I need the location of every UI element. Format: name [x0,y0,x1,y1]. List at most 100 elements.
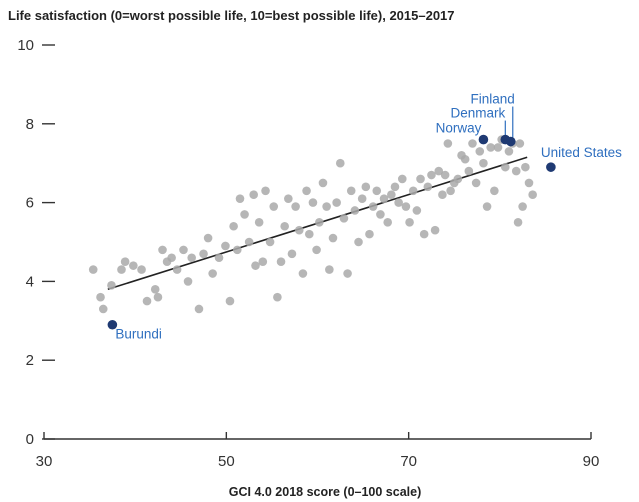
scatter-point [179,245,188,255]
scatter-point [486,143,496,152]
scatter-point [129,261,138,270]
scatter-point [304,229,314,239]
scatter-point [294,225,304,235]
scatter-point [354,237,363,247]
scatter-point [408,186,418,196]
scatter-point [427,170,436,180]
scatter-point [401,202,411,211]
scatter-point [98,304,108,314]
scatter-point [235,194,245,203]
scatter-point [244,237,254,247]
scatter-point [280,221,289,231]
highlighted-point [505,136,516,147]
highlight-label: Finland [470,92,514,107]
scatter-point [440,170,450,180]
scatter-point [471,178,481,188]
scatter-point [368,202,378,211]
scatter-point [376,210,385,219]
scatter-point [229,221,238,231]
scatter-point [346,186,356,196]
scatter-point [446,186,455,196]
scatter-point [322,202,331,211]
scatter-point [332,198,341,207]
scatter-point [511,166,521,176]
points-group [88,135,537,314]
scatter-point [504,147,514,156]
scatter-point [298,269,308,278]
scatter-point [318,178,328,188]
scatter-point [438,190,447,200]
scatter-point [397,174,407,184]
scatter-point [261,186,270,196]
scatter-point [357,194,367,203]
highlighted-point [478,134,489,145]
scatter-point [365,229,374,239]
scatter-point [273,292,282,302]
scatter-point [96,292,105,302]
scatter-point [88,265,98,274]
scatter-point [284,194,293,203]
scatter-point [387,190,396,200]
highlighted-point [546,162,556,172]
x-axis-label: GCI 4.0 2018 score (0–100 scale) [229,485,422,499]
scatter-point [172,265,182,274]
scatter-point [265,237,275,247]
scatter-point [394,198,403,207]
scatter-point [405,218,414,227]
x-tick-label: 70 [400,453,417,470]
y-tick-label: 2 [26,352,34,369]
scatter-point [107,281,116,290]
scatter-point [194,304,204,314]
scatter-point [258,257,268,267]
scatter-point [183,277,193,286]
scatter-point [501,162,510,172]
scatter-point [419,229,429,239]
scatter-point [208,269,217,278]
scatter-point [443,139,453,148]
scatter-point [430,225,440,235]
scatter-point [120,257,130,267]
scatter-point [251,261,260,270]
x-tick-label: 50 [218,453,235,470]
highlight-label: Burundi [115,327,162,342]
scatter-point [214,253,224,263]
y-tick-label: 0 [26,431,34,448]
scatter-point [142,296,152,306]
scatter-point [117,265,126,274]
scatter-point [468,139,477,148]
y-tick-label: 8 [26,116,34,133]
x-tick-label: 90 [583,453,600,470]
scatter-point [434,166,444,176]
scatter-point [137,265,146,274]
scatter-point [524,178,534,188]
highlight-label: Denmark [451,106,506,121]
scatter-point [287,249,297,259]
scatter-point [528,190,537,200]
scatter-point [521,162,530,172]
scatter-point [203,233,213,243]
scatter-point [276,257,286,267]
scatter-point [475,147,485,156]
scatter-point [308,198,318,207]
scatter-point [302,186,311,196]
scatter-point [515,139,525,148]
scatter-point [482,202,492,211]
scatter-point [423,182,433,192]
scatter-point [291,202,300,211]
scatter-point [493,143,503,152]
scatter-point [221,241,230,251]
scatter-point [490,186,499,196]
scatter-point [167,253,176,263]
scatter-point [453,174,463,184]
scatter-point [372,186,382,196]
scatter-point [240,210,249,219]
y-tick-label: 6 [26,195,34,212]
scatter-point [479,158,488,168]
axes: 30 50 70 90 0 2 4 6 8 10 [17,37,599,470]
scatter-point [350,206,360,215]
scatter-point [315,218,324,227]
scatter-point [383,218,392,227]
y-tick-label: 10 [17,37,34,54]
scatter-point [312,245,321,255]
